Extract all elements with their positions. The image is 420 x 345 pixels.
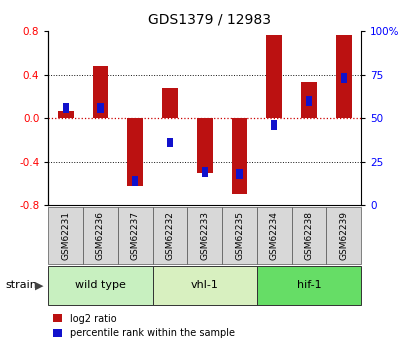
Bar xyxy=(301,82,317,118)
FancyBboxPatch shape xyxy=(257,266,361,305)
Text: GSM62239: GSM62239 xyxy=(339,211,348,260)
Text: ▶: ▶ xyxy=(35,280,43,290)
Bar xyxy=(97,103,104,112)
FancyBboxPatch shape xyxy=(152,266,257,305)
Text: GSM62237: GSM62237 xyxy=(131,211,140,260)
FancyBboxPatch shape xyxy=(152,207,187,264)
Bar xyxy=(202,167,208,177)
Bar xyxy=(341,73,347,83)
Text: GSM62234: GSM62234 xyxy=(270,211,279,260)
FancyBboxPatch shape xyxy=(48,207,83,264)
Bar xyxy=(127,118,143,186)
Bar xyxy=(266,36,282,118)
FancyBboxPatch shape xyxy=(291,207,326,264)
Text: wild type: wild type xyxy=(75,280,126,290)
FancyBboxPatch shape xyxy=(118,207,152,264)
Text: GSM62231: GSM62231 xyxy=(61,211,70,260)
Bar xyxy=(336,36,352,118)
Text: GDS1379 / 12983: GDS1379 / 12983 xyxy=(149,12,271,26)
Bar xyxy=(93,66,108,118)
Bar xyxy=(236,169,243,179)
FancyBboxPatch shape xyxy=(83,207,118,264)
Text: GSM62233: GSM62233 xyxy=(200,211,209,260)
Bar xyxy=(167,138,173,147)
Bar xyxy=(306,96,312,106)
Text: strain: strain xyxy=(5,280,37,290)
Text: GSM62235: GSM62235 xyxy=(235,211,244,260)
FancyBboxPatch shape xyxy=(326,207,361,264)
Bar xyxy=(132,176,138,186)
Text: vhl-1: vhl-1 xyxy=(191,280,219,290)
Legend: log2 ratio, percentile rank within the sample: log2 ratio, percentile rank within the s… xyxy=(53,314,235,338)
Bar xyxy=(162,88,178,118)
Bar xyxy=(63,103,69,112)
FancyBboxPatch shape xyxy=(48,266,152,305)
FancyBboxPatch shape xyxy=(257,207,291,264)
FancyBboxPatch shape xyxy=(222,207,257,264)
FancyBboxPatch shape xyxy=(187,207,222,264)
Bar xyxy=(197,118,213,172)
Text: hif-1: hif-1 xyxy=(297,280,321,290)
Bar xyxy=(232,118,247,194)
Bar xyxy=(271,120,278,130)
Bar xyxy=(58,110,74,118)
Text: GSM62232: GSM62232 xyxy=(165,211,174,260)
Text: GSM62238: GSM62238 xyxy=(304,211,314,260)
Text: GSM62236: GSM62236 xyxy=(96,211,105,260)
